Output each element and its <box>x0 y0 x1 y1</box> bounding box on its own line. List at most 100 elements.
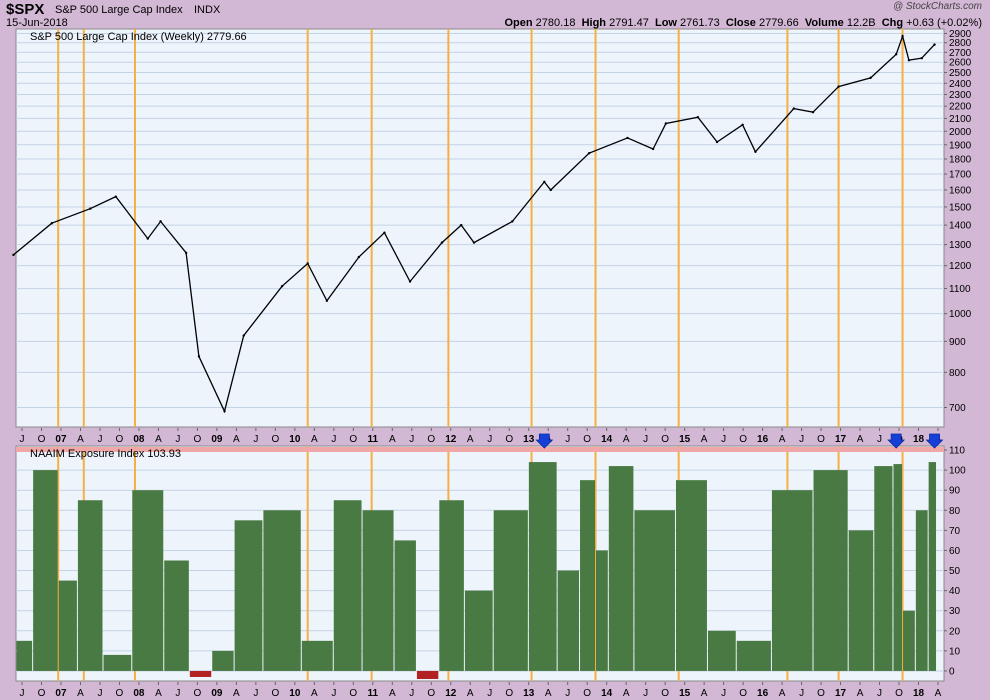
x-tick-label: O <box>661 434 669 445</box>
x-tick-label: J <box>565 434 570 445</box>
price-point <box>933 43 936 46</box>
price-y-tick-label: 2900 <box>949 29 972 40</box>
x-tick-label: J <box>487 434 492 445</box>
price-legend-title: S&P 500 Large Cap Index (Weekly) 2779.66 <box>30 31 247 43</box>
x-tick-label: A <box>233 434 240 445</box>
x-tick-label: O <box>583 688 591 699</box>
price-point <box>280 284 284 288</box>
x-tick-label: A <box>311 434 318 445</box>
naaim-bar <box>416 670 439 679</box>
naaim-bar <box>596 550 608 671</box>
x-tick-label: J <box>253 688 258 699</box>
x-tick-label: A <box>155 688 162 699</box>
price-point <box>901 35 904 38</box>
price-point <box>664 122 668 125</box>
naaim-bar <box>362 510 394 671</box>
naaim-bar <box>164 560 189 671</box>
x-tick-label: 14 <box>601 688 613 699</box>
naaim-bar <box>736 640 771 671</box>
naaim-bar <box>707 630 736 671</box>
low-value: 2761.73 <box>680 17 720 29</box>
exchange: INDX <box>194 4 221 16</box>
price-point <box>696 115 700 119</box>
price-point <box>626 136 629 140</box>
price-point <box>754 150 757 153</box>
naaim-bar <box>634 510 675 671</box>
x-tick-label: A <box>389 434 396 445</box>
naaim-y-tick-label: 70 <box>949 526 961 537</box>
x-tick-label: 16 <box>757 688 769 699</box>
price-panel: 700 800 900 1000 1100 1200 1300 1400 1500 1600 170… <box>12 28 972 428</box>
price-point <box>223 410 226 413</box>
price-point <box>811 111 815 114</box>
price-point <box>920 57 923 60</box>
x-tick-label: O <box>194 434 202 445</box>
x-tick-label: O <box>817 688 825 699</box>
price-x-axis: J O 07 A J O 08 A J O 09 A J O 10 A J O 11 A J O 12 A J O 13 A J O 14 A… <box>20 428 942 445</box>
price-y-tick-label: 700 <box>949 403 966 414</box>
symbol: $SPX <box>6 1 45 18</box>
naaim-bar <box>16 640 33 671</box>
naaim-bars <box>16 462 937 679</box>
price-y-tick-label: 1100 <box>949 284 971 295</box>
watermark: @ StockCharts.com <box>892 1 982 12</box>
price-point <box>383 231 386 234</box>
naaim-bar <box>77 500 103 671</box>
x-tick-label: 16 <box>757 434 769 445</box>
x-tick-label: A <box>623 434 630 445</box>
x-tick-label: J <box>331 688 336 699</box>
x-tick-label: 09 <box>211 434 223 445</box>
x-tick-label: A <box>935 688 942 699</box>
x-tick-label: O <box>817 434 825 445</box>
naaim-y-tick-label: 10 <box>949 646 961 657</box>
signal-arrows <box>535 433 944 449</box>
threshold-band <box>16 447 944 453</box>
x-tick-label: 07 <box>55 688 67 699</box>
price-y-axis: 700 800 900 1000 1100 1200 1300 1400 1500 1600 170… <box>944 29 972 414</box>
x-tick-label: O <box>739 688 747 699</box>
down-arrow-icon <box>887 433 906 449</box>
price-point <box>159 220 162 223</box>
x-tick-label: J <box>721 688 726 699</box>
price-point <box>511 220 514 223</box>
x-tick-label: J <box>409 688 414 699</box>
x-tick-label: O <box>427 688 435 699</box>
price-y-tick-label: 1700 <box>949 170 972 181</box>
x-tick-label: J <box>331 434 336 445</box>
x-tick-label: O <box>349 434 357 445</box>
x-tick-label: J <box>97 688 102 699</box>
price-point <box>543 180 546 184</box>
price-y-tick-label: 2100 <box>949 114 972 125</box>
x-tick-label: O <box>271 688 279 699</box>
price-points <box>12 35 936 413</box>
naaim-bar <box>903 610 915 671</box>
close-label: Close <box>725 17 756 29</box>
price-y-tick-label: 2000 <box>949 127 972 138</box>
naaim-y-tick-label: 20 <box>949 626 961 637</box>
price-y-tick-label: 2200 <box>949 102 972 113</box>
x-tick-label: A <box>389 688 396 699</box>
x-tick-label: O <box>739 434 747 445</box>
close-value: 2779.66 <box>758 17 799 29</box>
naaim-y-tick-label: 30 <box>949 606 961 617</box>
x-tick-label: A <box>857 688 864 699</box>
x-tick-label: 08 <box>133 688 145 699</box>
x-tick-label: 10 <box>289 434 301 445</box>
naaim-y-tick-label: 60 <box>949 546 961 557</box>
naaim-y-axis: 0 10 20 30 40 50 60 70 80 90 100 110 <box>944 446 966 677</box>
price-point <box>242 334 245 337</box>
high-label: High <box>581 17 607 29</box>
x-tick-label: J <box>643 434 648 445</box>
x-tick-label: O <box>427 434 435 445</box>
x-tick-label: J <box>487 688 492 699</box>
x-tick-label: J <box>409 434 414 445</box>
x-tick-label: J <box>721 434 726 445</box>
naaim-y-tick-label: 40 <box>949 586 961 597</box>
naaim-bar <box>212 650 234 671</box>
price-y-tick-label: 2700 <box>949 48 972 59</box>
x-tick-label: 11 <box>368 688 379 699</box>
naaim-y-tick-label: 110 <box>949 446 965 457</box>
chg-label: Chg <box>881 17 904 29</box>
price-point <box>869 76 872 80</box>
x-tick-label: A <box>233 688 240 699</box>
